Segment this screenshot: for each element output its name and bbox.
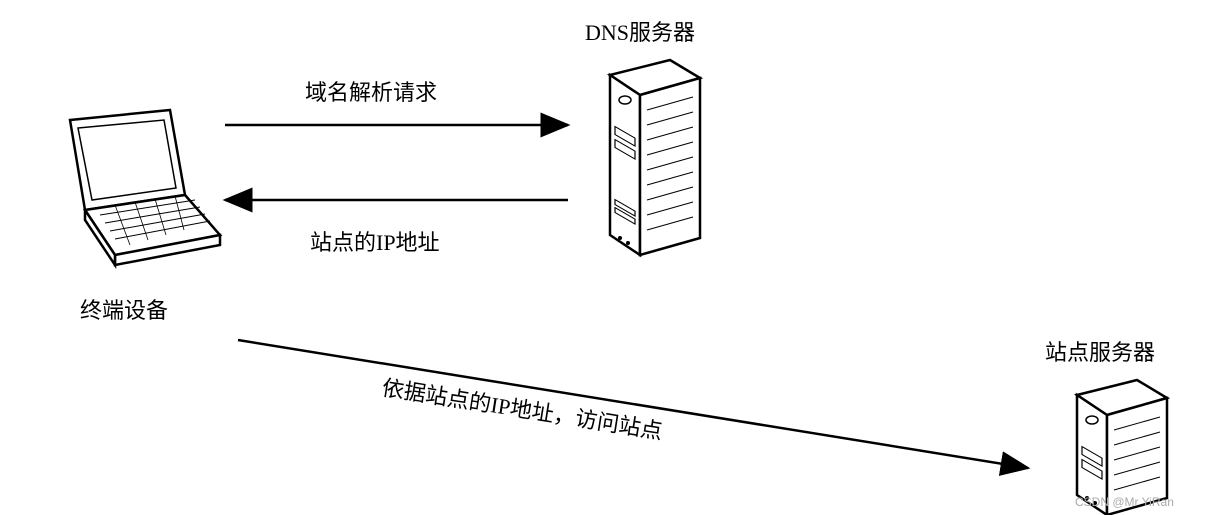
edge-request-label: 域名解析请求: [305, 75, 437, 107]
dns-server-icon: [610, 60, 700, 255]
terminal-label: 终端设备: [80, 293, 168, 325]
laptop-icon: [70, 110, 220, 265]
watermark: CSDN @Mr YiRan: [1075, 495, 1174, 509]
edge-access: [238, 340, 1028, 468]
site-server-label: 站点服务器: [1045, 335, 1155, 367]
edge-response-label: 站点的IP地址: [310, 225, 440, 257]
dns-server-label: DNS服务器: [585, 15, 695, 47]
